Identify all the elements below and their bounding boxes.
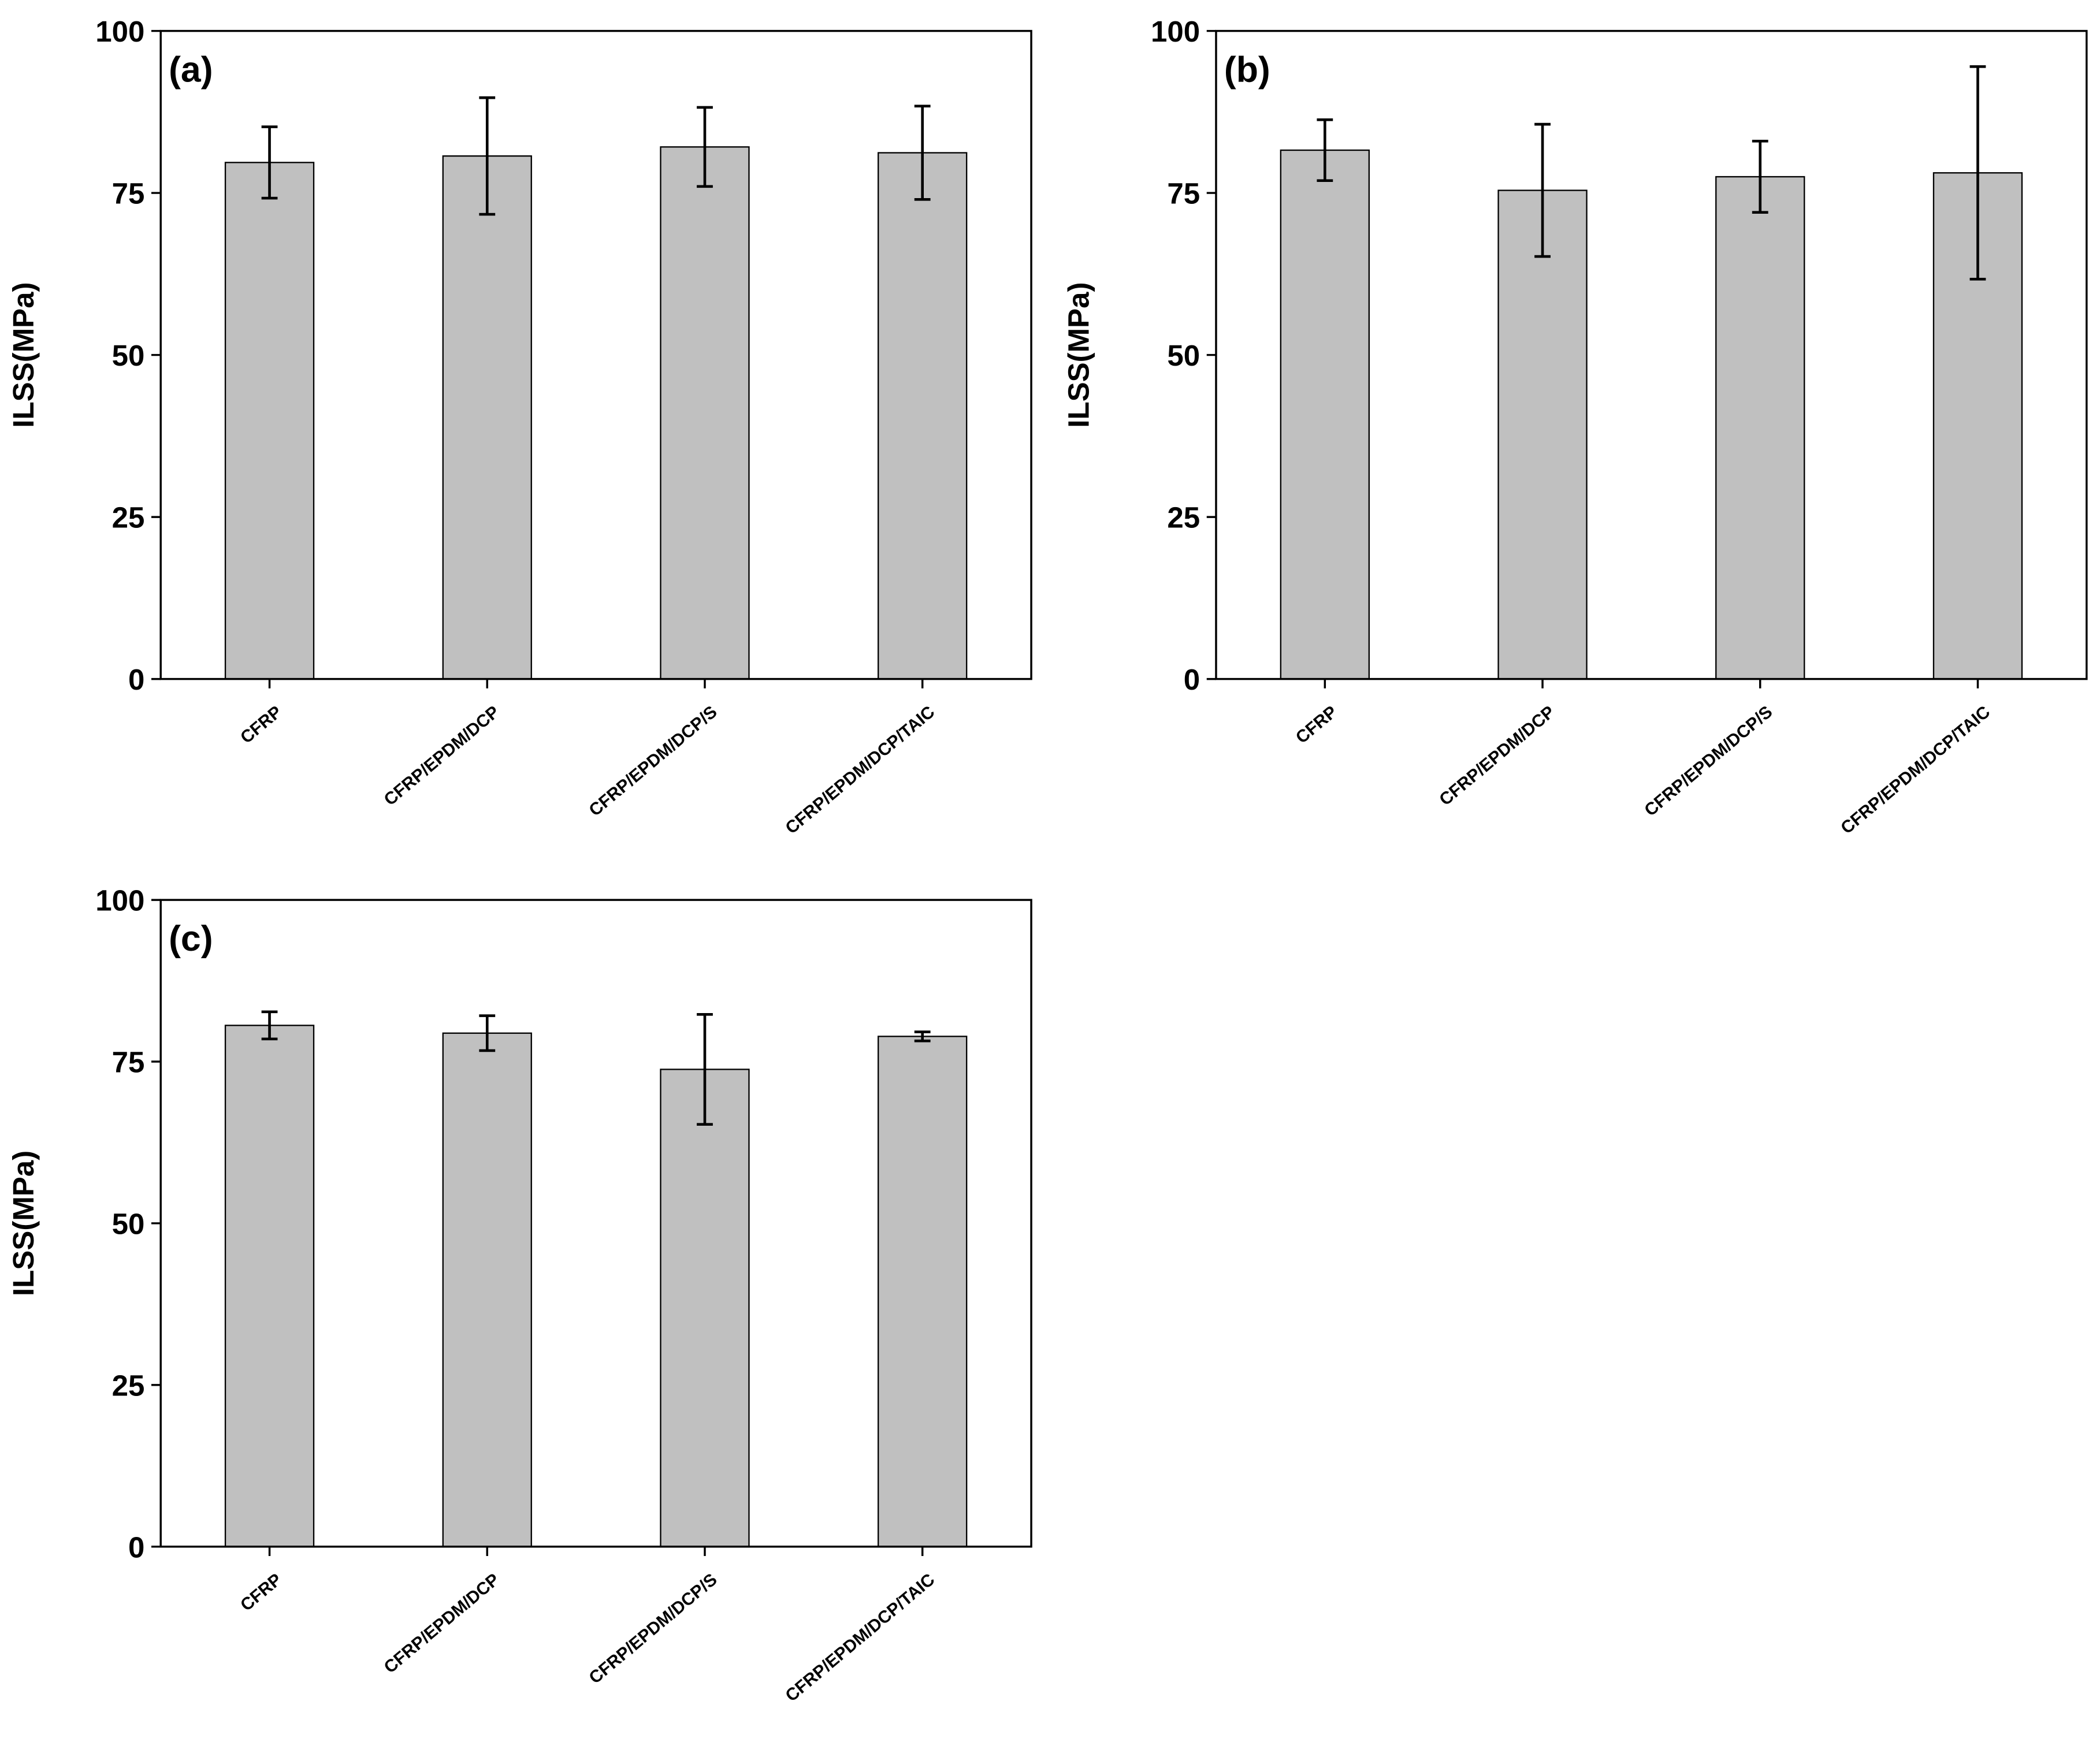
plot-frame	[159, 29, 1032, 680]
panel-label: (a)	[169, 50, 213, 90]
error-bar	[261, 1010, 278, 1041]
bar	[224, 162, 315, 680]
bar	[878, 152, 968, 680]
x-tick-label: CFRP	[237, 1570, 285, 1615]
y-tick-label: 75	[112, 177, 145, 210]
error-bar	[914, 1030, 931, 1043]
error-bar	[697, 1012, 713, 1126]
y-tick-label: 100	[95, 15, 144, 48]
panel-label: (c)	[169, 918, 213, 959]
bar	[878, 1036, 968, 1547]
panel: 0 25 50 75 100 CFRP CFRP/EPDM/DCP CFRP/EPDM/DCP…	[7, 884, 1032, 1706]
x-tick-label: CFRP/EPDM/DCP	[381, 702, 503, 810]
x-tick-label: CFRP/EPDM/DCP/TAIC	[782, 702, 939, 838]
panel: 0 25 50 75 100 CFRP CFRP/EPDM/DCP CFRP/EPDM/DCP…	[7, 15, 1032, 838]
y-axis-label: ILSS(MPa)	[7, 282, 40, 427]
bar	[442, 155, 532, 680]
y-tick-label: 50	[1167, 339, 1200, 372]
bar	[660, 146, 750, 680]
x-tick-label: CFRP	[237, 702, 285, 747]
bar	[1280, 149, 1370, 680]
plot-frame	[159, 899, 1032, 1548]
y-tick-label: 50	[112, 1207, 145, 1240]
x-tick-label: CFRP/EPDM/DCP	[381, 1570, 503, 1677]
y-tick-label: 25	[112, 501, 145, 534]
bar	[1715, 176, 1805, 680]
x-tick-label: CFRP/EPDM/DCP/TAIC	[1837, 702, 1994, 838]
y-tick-label: 0	[128, 663, 144, 696]
error-bar	[697, 106, 713, 188]
y-tick-label: 25	[112, 1369, 145, 1402]
x-tick-label: CFRP/EPDM/DCP/S	[1641, 702, 1776, 820]
y-tick-label: 50	[112, 339, 145, 372]
bar	[660, 1069, 750, 1547]
y-tick-label: 75	[1167, 177, 1200, 210]
x-tick-label: CFRP/EPDM/DCP/S	[586, 1570, 721, 1688]
error-bar	[1969, 65, 1986, 281]
y-axis-label: ILSS(MPa)	[1062, 282, 1095, 427]
bar	[442, 1032, 532, 1547]
x-tick-label: CFRP	[1292, 702, 1341, 747]
error-bar	[479, 1014, 496, 1052]
error-bar	[261, 125, 278, 200]
error-bar	[1752, 139, 1768, 214]
panel-label: (b)	[1224, 50, 1270, 90]
y-tick-label: 25	[1167, 501, 1200, 534]
x-tick-label: CFRP/EPDM/DCP	[1436, 702, 1558, 810]
x-tick-label: CFRP/EPDM/DCP/TAIC	[782, 1570, 939, 1706]
panel: 0 25 50 75 100 CFRP CFRP/EPDM/DCP CFRP/EPDM/DCP…	[1062, 15, 2088, 838]
error-bar	[914, 105, 931, 201]
y-tick-label: 100	[1151, 15, 1200, 48]
y-tick-label: 0	[1184, 663, 1200, 696]
bar	[224, 1025, 315, 1547]
y-tick-label: 0	[128, 1531, 144, 1564]
y-tick-label: 75	[112, 1046, 145, 1079]
y-tick-label: 100	[95, 884, 144, 917]
y-axis-label: ILSS(MPa)	[7, 1151, 40, 1296]
error-bar	[1317, 118, 1333, 183]
error-bar	[479, 96, 496, 216]
plot-frame	[1215, 29, 2088, 680]
error-bar	[1534, 122, 1551, 258]
bar	[1497, 189, 1588, 680]
x-tick-label: CFRP/EPDM/DCP/S	[586, 702, 721, 820]
